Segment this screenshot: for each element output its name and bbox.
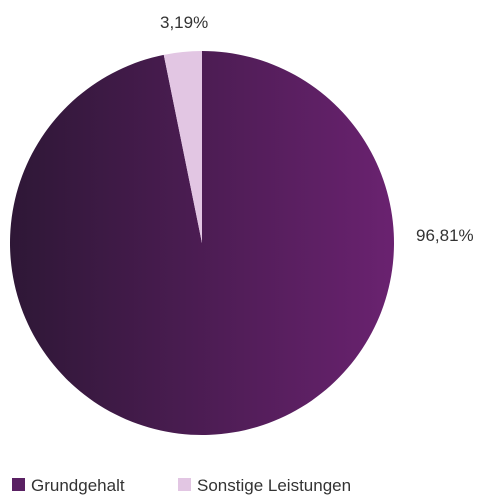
data-label-grundgehalt: 96,81% — [416, 226, 474, 245]
legend-item-sonstige-leistungen: Sonstige Leistungen — [178, 476, 351, 495]
legend-swatch-sonstige-leistungen — [178, 478, 191, 491]
legend-swatch-grundgehalt — [12, 478, 25, 491]
pie-slices — [9, 51, 394, 435]
pie-slice-sonstige-leistungen — [163, 51, 202, 243]
legend: Grundgehalt Sonstige Leistungen — [12, 476, 351, 495]
legend-item-grundgehalt: Grundgehalt — [12, 476, 125, 495]
legend-label-grundgehalt: Grundgehalt — [31, 476, 125, 495]
data-label-sonstige-leistungen: 3,19% — [160, 13, 208, 32]
legend-label-sonstige-leistungen: Sonstige Leistungen — [197, 476, 351, 495]
